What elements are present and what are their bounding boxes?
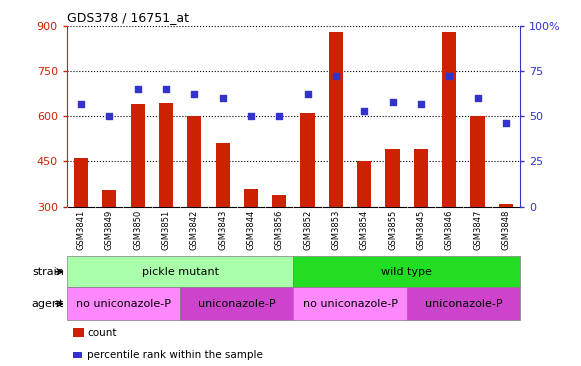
Text: GSM3855: GSM3855 bbox=[388, 209, 397, 250]
Point bbox=[246, 113, 256, 119]
Point bbox=[105, 113, 114, 119]
Text: GSM3844: GSM3844 bbox=[246, 209, 256, 250]
Bar bbox=[159, 102, 173, 207]
Point bbox=[218, 95, 227, 101]
Text: GSM3846: GSM3846 bbox=[444, 209, 454, 250]
Point bbox=[275, 113, 284, 119]
Text: uniconazole-P: uniconazole-P bbox=[425, 299, 502, 309]
Text: GSM3848: GSM3848 bbox=[501, 209, 510, 250]
Point bbox=[360, 108, 369, 114]
Point bbox=[133, 86, 142, 92]
Bar bbox=[244, 189, 258, 207]
Point bbox=[189, 92, 199, 97]
Bar bbox=[293, 287, 407, 320]
Bar bbox=[74, 158, 88, 207]
Point bbox=[388, 99, 397, 105]
Point bbox=[416, 101, 425, 107]
Text: GSM3853: GSM3853 bbox=[331, 209, 340, 250]
Text: GSM3847: GSM3847 bbox=[473, 209, 482, 250]
Text: count: count bbox=[87, 328, 117, 338]
Text: GSM3854: GSM3854 bbox=[360, 209, 369, 250]
Text: GSM3851: GSM3851 bbox=[162, 209, 170, 250]
Text: GSM3856: GSM3856 bbox=[275, 209, 284, 250]
Text: GSM3843: GSM3843 bbox=[218, 209, 227, 250]
Bar bbox=[471, 116, 485, 207]
Text: GDS378 / 16751_at: GDS378 / 16751_at bbox=[67, 11, 189, 24]
Text: uniconazole-P: uniconazole-P bbox=[198, 299, 275, 309]
Point bbox=[162, 86, 171, 92]
Text: pickle mutant: pickle mutant bbox=[142, 267, 218, 277]
Bar bbox=[385, 149, 400, 207]
Bar bbox=[102, 190, 116, 207]
Text: no uniconazole-P: no uniconazole-P bbox=[76, 299, 171, 309]
Bar bbox=[414, 149, 428, 207]
Bar bbox=[293, 256, 520, 287]
Bar bbox=[300, 113, 315, 207]
Text: GSM3842: GSM3842 bbox=[190, 209, 199, 250]
Bar bbox=[131, 104, 145, 207]
Bar bbox=[216, 143, 229, 207]
Text: GSM3841: GSM3841 bbox=[77, 209, 85, 250]
Point bbox=[331, 74, 340, 79]
Bar bbox=[67, 287, 180, 320]
Point bbox=[473, 95, 482, 101]
Text: strain: strain bbox=[32, 267, 64, 277]
Bar bbox=[498, 204, 513, 207]
Text: no uniconazole-P: no uniconazole-P bbox=[303, 299, 397, 309]
Point bbox=[303, 92, 312, 97]
Bar bbox=[67, 256, 293, 287]
Bar bbox=[187, 116, 202, 207]
Text: GSM3849: GSM3849 bbox=[105, 209, 114, 250]
Text: GSM3845: GSM3845 bbox=[417, 209, 425, 250]
Text: GSM3850: GSM3850 bbox=[133, 209, 142, 250]
Point bbox=[76, 101, 85, 107]
Bar bbox=[180, 287, 293, 320]
Bar bbox=[357, 161, 371, 207]
Text: percentile rank within the sample: percentile rank within the sample bbox=[87, 350, 263, 360]
Bar bbox=[442, 32, 456, 207]
Bar bbox=[407, 287, 520, 320]
Bar bbox=[329, 32, 343, 207]
Bar bbox=[272, 195, 286, 207]
Point bbox=[501, 120, 511, 126]
Text: GSM3852: GSM3852 bbox=[303, 209, 312, 250]
Text: wild type: wild type bbox=[381, 267, 432, 277]
Text: agent: agent bbox=[31, 299, 64, 309]
Point bbox=[444, 74, 454, 79]
